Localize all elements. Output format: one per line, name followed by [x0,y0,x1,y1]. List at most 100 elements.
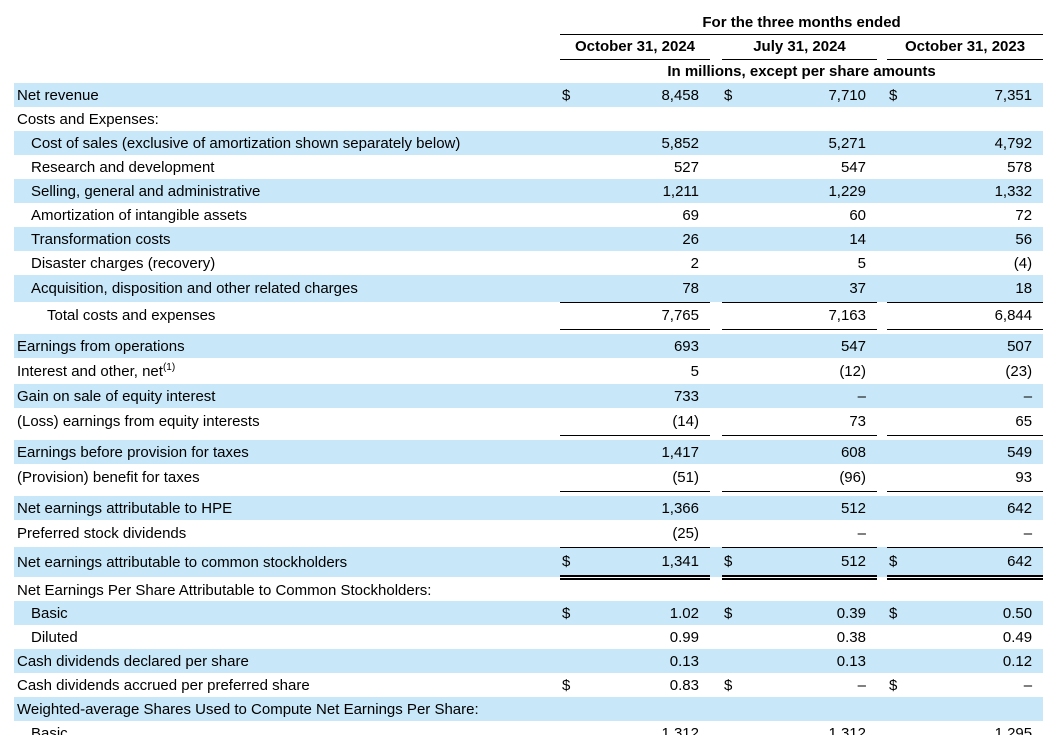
cell-value: (12) [839,362,866,380]
row-label: Cash dividends accrued per preferred sha… [17,676,310,694]
currency-symbol [887,334,911,358]
row-label: (Provision) benefit for taxes [17,469,200,486]
unit-note-spacer [14,59,560,83]
currency-symbol: $ [724,676,733,694]
currency-symbol [722,334,746,358]
cell-value: 7,163 [746,302,877,330]
currency-symbol [722,496,746,520]
cell-value: 512 [746,547,877,580]
currency-symbol [722,520,746,548]
cell-value: – [911,384,1043,408]
currency-symbol [560,520,584,548]
column-gap [710,155,722,179]
table-row: Net earnings attributable to HPE 1,366 512… [14,496,1043,520]
currency-symbol: $ [889,676,898,694]
cell-value: 0.38 [836,628,866,646]
cell-value: 7,351 [911,83,1043,107]
table-row: Diluted 0.99 0.38 0.49 [14,625,1043,649]
column-gap [710,440,722,464]
cell-value: 0.50 [911,601,1043,625]
column-gap [877,155,887,179]
column-gap [877,440,887,464]
row-label: Interest and other, net(1) [17,361,176,380]
table-body: Net revenue $8,458 $7,710 $7,351 Costs and E… [14,83,1043,735]
column-header-jul-31-2024: July 31, 2024 [722,34,877,60]
row-label: Research and development [31,158,215,176]
column-gap [710,649,722,673]
currency-symbol: $ [722,601,746,625]
currency-symbol [722,227,746,251]
column-gap [710,673,722,697]
cell-value: 18 [911,275,1043,303]
currency-symbol [722,302,746,330]
currency-symbol [887,384,911,408]
currency-symbol [560,227,584,251]
column-gap [710,721,722,735]
currency-symbol: $ [887,601,911,625]
cell-value: 1,366 [584,496,710,520]
currency-symbol [887,227,911,251]
row-label: (Loss) earnings from equity interests [17,413,260,430]
currency-symbol: $ [562,676,571,694]
cell-value: 4,792 [911,131,1043,155]
currency-symbol [560,251,584,275]
cell-value: 1,332 [911,179,1043,203]
currency-symbol: $ [887,83,911,107]
currency-symbol [887,131,911,155]
column-gap [877,358,887,384]
cell-value: 65 [911,408,1043,436]
currency-symbol [887,520,911,548]
currency-symbol [722,131,746,155]
cell-value: 608 [746,440,877,464]
row-label: Net earnings attributable to HPE [14,496,560,520]
column-gap [877,721,887,735]
cell-value: 5,852 [584,131,710,155]
column-gap [710,547,722,577]
currency-symbol [560,625,584,649]
column-gap [710,520,722,547]
row-label: Cash dividends declared per share [14,649,560,673]
currency-symbol [560,721,584,735]
period-title-row: For the three months ended [14,8,1043,35]
currency-symbol: $ [560,547,584,580]
column-gap [877,673,887,697]
column-header-spacer [14,34,560,59]
currency-symbol [560,334,584,358]
table-row: Weighted-average Shares Used to Compute … [14,697,1043,721]
title-row-spacer [14,8,560,34]
table-row: (Provision) benefit for taxes (51) (96) 93 [14,464,1043,492]
cell-value: 8,458 [584,83,710,107]
table-row: Acquisition, disposition and other relat… [14,275,1043,303]
cell-value: 69 [682,206,699,224]
row-label: Total costs and expenses [47,307,216,324]
currency-symbol [887,496,911,520]
table-row: Transformation costs 26 14 56 [14,227,1043,251]
row-label: Net earnings attributable to common stoc… [14,547,560,577]
currency-symbol [722,408,746,436]
cell-value: 7,765 [584,302,710,330]
row-label: Selling, general and administrative [14,179,560,203]
currency-symbol [722,275,746,303]
cell-value: 0.99 [669,628,699,646]
cell-value: – [746,520,877,548]
row-label: Basic [31,724,68,735]
currency-symbol: $ [722,83,746,107]
column-gap [877,334,887,358]
column-gap [877,227,887,251]
currency-symbol [887,625,911,649]
column-gap [877,408,887,435]
currency-symbol [560,358,584,384]
currency-symbol [722,203,746,227]
table-row: Disaster charges (recovery) 2 5 (4) [14,251,1043,275]
table-row: Cost of sales (exclusive of amortization… [14,131,1043,155]
currency-symbol [560,408,584,436]
cell-value: (25) [584,520,710,548]
column-gap [710,464,722,491]
cell-value: 549 [911,440,1043,464]
column-gap [710,601,722,625]
currency-symbol [887,302,911,330]
cell-value: 642 [911,547,1043,580]
currency-symbol [887,358,911,384]
financial-statement-table: For the three months ended October 31, 2… [14,8,1043,735]
cell-value: 642 [911,496,1043,520]
